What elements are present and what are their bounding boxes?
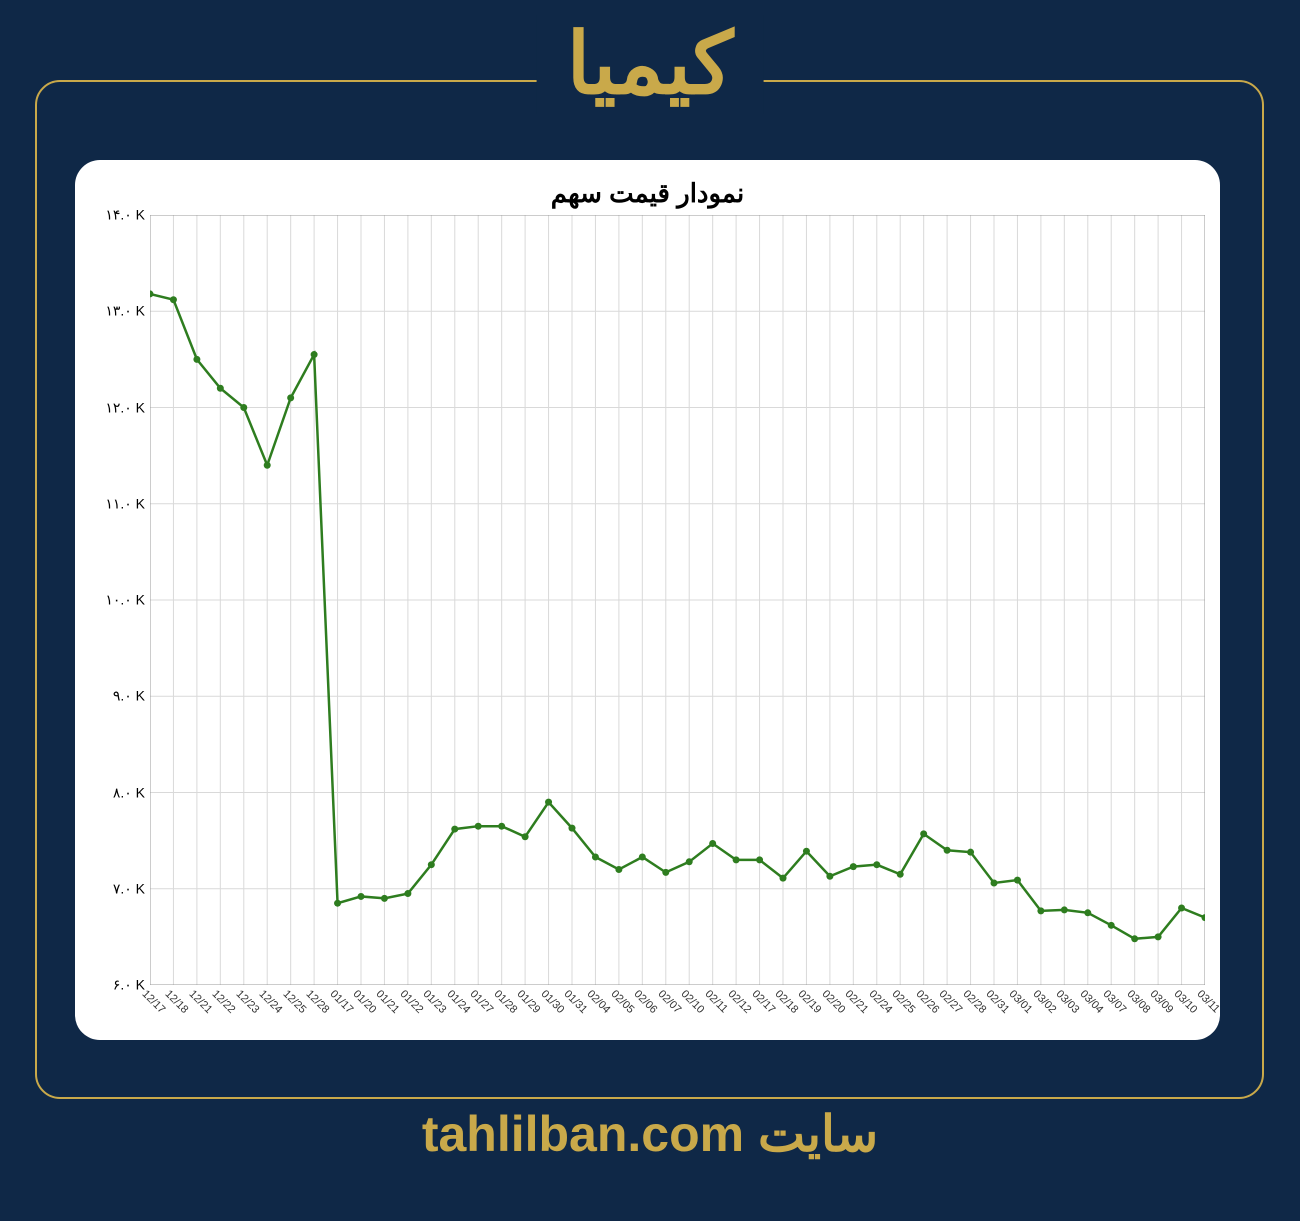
x-tick-label: 02/21 (843, 988, 871, 1016)
y-tick-label: ۷.۰ K (113, 880, 145, 897)
x-tick-label: 03/08 (1124, 988, 1152, 1016)
x-tick-label: 01/27 (468, 988, 496, 1016)
chart-panel: نمودار قیمت سهم ۶.۰ K ۷.۰ K ۸.۰ K ۹.۰ K ۱۰.۰… (75, 160, 1220, 1040)
x-tick-label: 02/17 (749, 988, 777, 1016)
x-tick-label: 02/07 (655, 988, 683, 1016)
x-tick-label: 01/17 (327, 988, 355, 1016)
x-tick-label: 01/28 (491, 988, 519, 1016)
x-tick-label: 12/22 (210, 988, 238, 1016)
x-tick-label: 12/23 (233, 988, 261, 1016)
x-tick-label: 02/28 (960, 988, 988, 1016)
x-tick-label: 03/04 (1077, 988, 1105, 1016)
x-tick-label: 03/11 (1195, 988, 1222, 1015)
x-tick-label: 12/17 (140, 988, 168, 1016)
y-tick-label: ۶.۰ K (113, 977, 145, 994)
y-tick-label: ۱۱.۰ K (105, 495, 145, 512)
y-tick-label: ۱۰.۰ K (105, 592, 145, 609)
x-tick-label: 02/06 (632, 988, 660, 1016)
x-tick-label: 01/31 (562, 988, 590, 1016)
x-tick-label: 01/24 (444, 988, 472, 1016)
x-tick-label: 01/30 (538, 988, 566, 1016)
y-tick-label: ۱۴.۰ K (105, 207, 145, 224)
x-tick-label: 02/27 (937, 988, 965, 1016)
x-tick-label: 01/22 (397, 988, 425, 1016)
x-tick-label: 02/11 (702, 988, 729, 1015)
chart-plot-area (150, 215, 1205, 985)
page-header-title: کیمیا (537, 15, 764, 114)
y-axis-labels: ۶.۰ K۷.۰ K۸.۰ K۹.۰ K۱۰.۰ K۱۱.۰ K۱۲.۰ K۱۳… (85, 215, 145, 985)
x-tick-label: 02/25 (890, 988, 918, 1016)
y-tick-label: ۱۲.۰ K (105, 399, 145, 416)
x-tick-label: 02/12 (726, 988, 754, 1016)
x-tick-label: 12/24 (257, 988, 285, 1016)
x-tick-label: 03/09 (1148, 988, 1176, 1016)
y-tick-label: ۸.۰ K (113, 784, 145, 801)
x-tick-label: 03/10 (1171, 988, 1199, 1016)
footer-label: سایت (758, 1106, 878, 1162)
x-tick-label: 02/24 (866, 988, 894, 1016)
x-tick-label: 03/01 (1007, 988, 1035, 1016)
footer-text: سایت tahlilban.com (422, 1105, 878, 1163)
x-tick-label: 01/23 (421, 988, 449, 1016)
x-tick-label: 12/28 (304, 988, 332, 1016)
x-axis-labels: 12/1712/1812/2112/2212/2312/2412/2512/28… (150, 985, 1205, 1035)
footer-domain: tahlilban.com (422, 1106, 744, 1162)
x-tick-label: 02/10 (679, 988, 707, 1016)
x-tick-label: 03/07 (1101, 988, 1129, 1016)
chart-title: نمودار قیمت سهم (551, 178, 744, 209)
y-tick-label: ۹.۰ K (113, 688, 145, 705)
x-tick-label: 02/04 (585, 988, 613, 1016)
x-tick-label: 02/20 (819, 988, 847, 1016)
x-tick-label: 02/05 (608, 988, 636, 1016)
x-tick-label: 12/18 (163, 988, 191, 1016)
x-tick-label: 03/02 (1030, 988, 1058, 1016)
x-tick-label: 01/21 (374, 988, 402, 1016)
x-tick-label: 02/19 (796, 988, 824, 1016)
x-tick-label: 02/26 (913, 988, 941, 1016)
x-tick-label: 12/25 (280, 988, 308, 1016)
y-tick-label: ۱۳.۰ K (105, 303, 145, 320)
x-tick-label: 02/18 (773, 988, 801, 1016)
x-tick-label: 03/03 (1054, 988, 1082, 1016)
x-tick-label: 02/31 (984, 988, 1012, 1016)
x-tick-label: 12/21 (186, 988, 214, 1016)
x-tick-label: 01/20 (351, 988, 379, 1016)
x-tick-label: 01/29 (515, 988, 543, 1016)
